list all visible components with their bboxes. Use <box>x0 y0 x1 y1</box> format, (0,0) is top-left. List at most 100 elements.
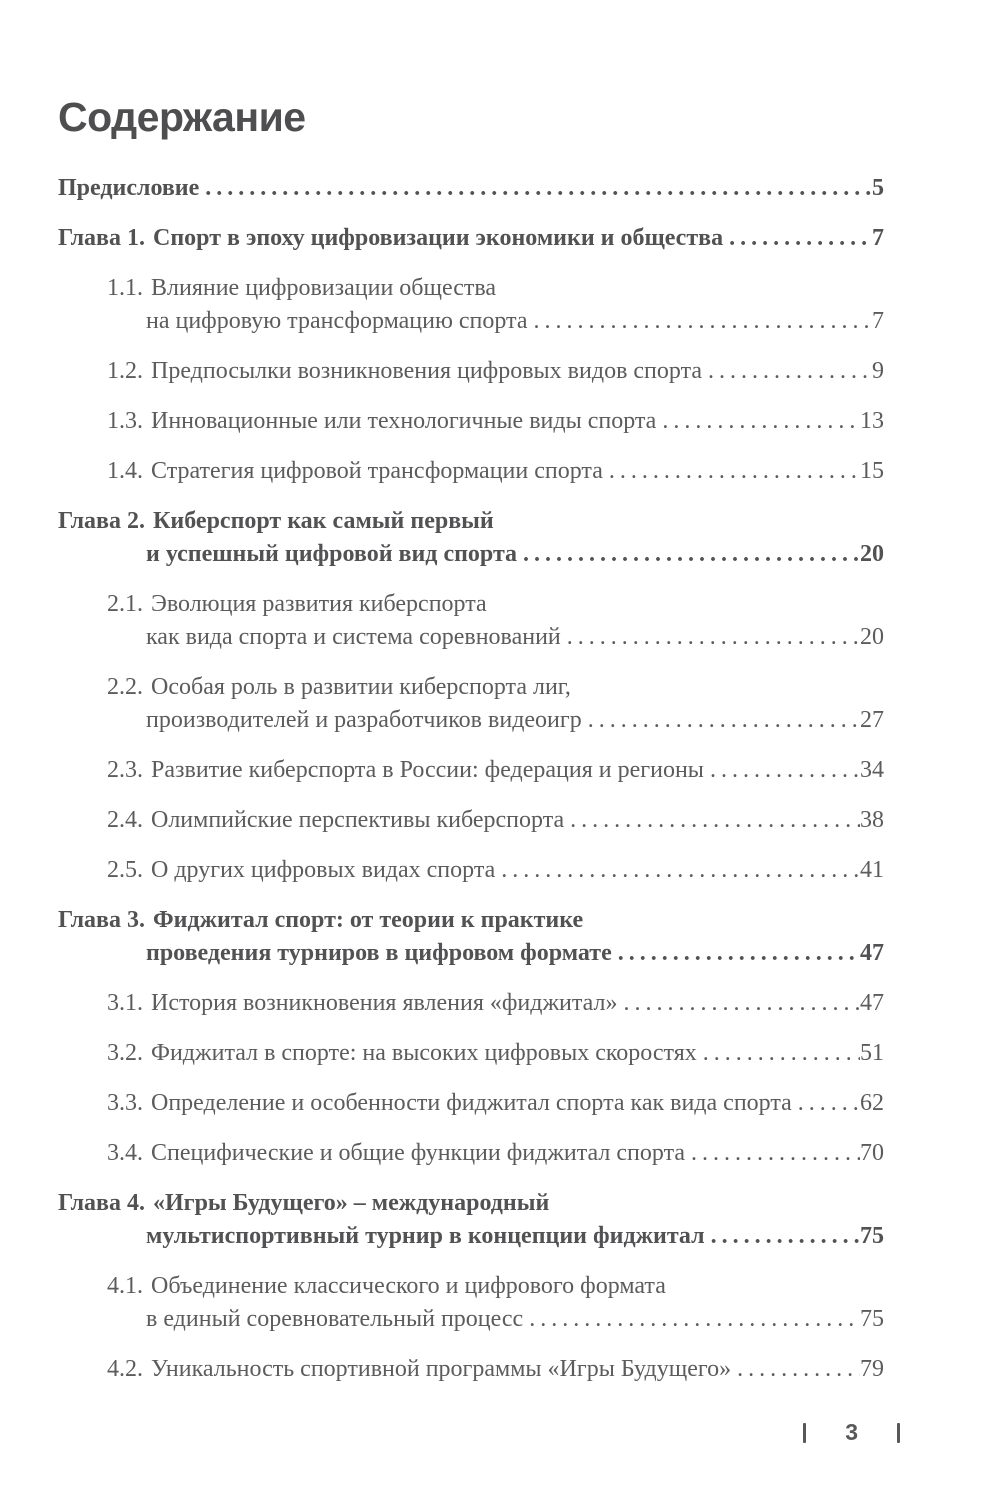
toc-entry-text: Стратегия цифровой трансформации спорта <box>151 458 603 484</box>
dot-leader: ........................................… <box>737 1356 860 1382</box>
toc-entry-number: 3.2. <box>107 1040 143 1066</box>
toc-entry-text: как вида спорта и система соревнований <box>146 624 561 650</box>
toc-entry-text: проведения турниров в цифровом формате <box>146 940 612 966</box>
toc-entry-page: 20 <box>860 541 884 567</box>
toc-entry-page: 75 <box>860 1306 884 1332</box>
toc-entry-text: О других цифровых видах спорта <box>151 857 496 883</box>
toc-entry-number: 2.1. <box>107 591 143 617</box>
toc-entry-line: мультиспортивный турнир в концепции фидж… <box>58 1220 884 1253</box>
toc-entry-page: 75 <box>860 1223 884 1249</box>
dot-leader: ........................................… <box>708 358 872 384</box>
toc-entry: 1.2. Предпосылки возникновения цифровых в… <box>58 355 884 388</box>
toc-content: Содержание Предисловие..................… <box>58 94 884 1403</box>
footer-right-bar <box>897 1422 900 1443</box>
dot-leader: ........................................… <box>729 225 872 251</box>
toc-entry-text: мультиспортивный турнир в концепции фидж… <box>146 1223 705 1249</box>
toc-entry-page: 20 <box>860 624 884 650</box>
dot-leader: ........................................… <box>623 990 860 1016</box>
toc-entry-line: 3.1. История возникновения явления «фиджи… <box>58 987 884 1020</box>
toc-entry-text: на цифровую трансформацию спорта <box>146 308 528 334</box>
toc-entry-page: 34 <box>860 757 884 783</box>
toc-entry-number: Глава 2. <box>58 508 145 534</box>
toc-entry-page: 51 <box>860 1040 884 1066</box>
toc-entry-text: производителей и разработчиков видеоигр <box>146 707 582 733</box>
toc-entry: Предисловие.............................… <box>58 172 884 205</box>
dot-leader: ........................................… <box>566 624 860 650</box>
toc-entry-number: 4.2. <box>107 1356 143 1382</box>
toc-entry: Глава 1. Спорт в эпоху цифровизации эконо… <box>58 222 884 255</box>
toc-entry: 4.1. Объединение классического и цифровог… <box>58 1270 884 1336</box>
toc-entry-text: Влияние цифровизации общества <box>151 275 497 301</box>
dot-leader: ........................................… <box>523 541 860 567</box>
toc-entry-line: на цифровую трансформацию спорта........… <box>58 305 884 338</box>
toc-entry-page: 27 <box>860 707 884 733</box>
toc-entry-text: Определение и особенности фиджитал спорт… <box>151 1090 792 1116</box>
dot-leader: ........................................… <box>533 308 873 334</box>
dot-leader: ........................................… <box>587 707 860 733</box>
toc-entry-line: 2.5. О других цифровых видах спорта......… <box>58 854 884 887</box>
toc-entry-text: Предпосылки возникновения цифровых видов… <box>151 358 703 384</box>
toc-entry-line: Глава 3. Фиджитал спорт: от теории к прак… <box>58 904 884 937</box>
toc-entry-page: 47 <box>860 940 884 966</box>
toc-entry-number: 1.4. <box>107 458 143 484</box>
toc-entry-number: 4.1. <box>107 1273 143 1299</box>
page-title: Содержание <box>58 94 306 140</box>
toc-entry: 2.4. Олимпийские перспективы киберспорта.… <box>58 804 884 837</box>
toc-entry-page: 47 <box>860 990 884 1016</box>
toc-entry-line: проведения турниров в цифровом формате..… <box>58 937 884 970</box>
toc-entry-page: 15 <box>860 458 884 484</box>
page-number: 3 <box>845 1419 858 1445</box>
toc-entry: 3.1. История возникновения явления «фиджи… <box>58 987 884 1020</box>
toc-entry: 3.3. Определение и особенности фиджитал с… <box>58 1087 884 1120</box>
toc-entry-page: 7 <box>872 308 884 334</box>
toc-entry-text: Киберспорт как самый первый <box>153 508 494 534</box>
dot-leader: ........................................… <box>797 1090 860 1116</box>
toc-entry: 2.5. О других цифровых видах спорта......… <box>58 854 884 887</box>
footer-left-bar <box>803 1422 807 1443</box>
toc-entry-text: Эволюция развития киберспорта <box>151 591 487 617</box>
dot-leader: ........................................… <box>529 1306 860 1332</box>
toc-entry-number: Глава 1. <box>58 225 145 251</box>
toc-entry-text: Специфические и общие функции фиджитал с… <box>151 1140 685 1166</box>
toc-entry-number: 2.4. <box>107 807 143 833</box>
toc-entry-line: Глава 4. «Игры Будущего» – международный <box>58 1187 884 1220</box>
toc-entry-number: 1.2. <box>107 358 143 384</box>
toc-entry-line: 1.1. Влияние цифровизации общества <box>58 272 884 305</box>
dot-leader: ........................................… <box>691 1140 860 1166</box>
toc-entry-text: Уникальность спортивной программы «Игры … <box>151 1356 732 1382</box>
toc-entry-text: и успешный цифровой вид спорта <box>146 541 518 567</box>
dot-leader: ........................................… <box>501 857 860 883</box>
toc-entry-line: Предисловие.............................… <box>58 172 884 205</box>
toc-entry-text: Предисловие <box>58 175 200 201</box>
toc-entry: 2.3. Развитие киберспорта в России: федер… <box>58 754 884 787</box>
toc-entry-text: Спорт в эпоху цифровизации экономики и о… <box>153 225 724 251</box>
toc-entry-line: 4.1. Объединение классического и цифровог… <box>58 1270 884 1303</box>
toc-entry: 1.3. Инновационные или технологичные виды… <box>58 405 884 438</box>
toc-entry-line: 1.2. Предпосылки возникновения цифровых в… <box>58 355 884 388</box>
toc-entry-line: Глава 1. Спорт в эпоху цифровизации эконо… <box>58 222 884 255</box>
dot-leader: ........................................… <box>608 458 860 484</box>
toc-entry-text: История возникновения явления «фиджитал» <box>151 990 618 1016</box>
toc-entry-number: 1.3. <box>107 408 143 434</box>
dot-leader: ........................................… <box>205 175 872 201</box>
toc-entry-number: 3.3. <box>107 1090 143 1116</box>
toc-entry: 1.4. Стратегия цифровой трансформации спо… <box>58 455 884 488</box>
toc-entry-line: 3.3. Определение и особенности фиджитал с… <box>58 1087 884 1120</box>
toc-entry: Глава 4. «Игры Будущего» – международный м… <box>58 1187 884 1253</box>
toc-entry-page: 7 <box>872 225 884 251</box>
toc-entry-page: 70 <box>860 1140 884 1166</box>
toc-entry-number: Глава 4. <box>58 1190 145 1216</box>
dot-leader: ........................................… <box>662 408 860 434</box>
toc-entry: Глава 2. Киберспорт как самый первый и усп… <box>58 505 884 571</box>
toc-entry: 3.2. Фиджитал в спорте: на высоких цифров… <box>58 1037 884 1070</box>
toc-entry-page: 41 <box>860 857 884 883</box>
toc-entry-page: 9 <box>872 358 884 384</box>
toc-entry-number: Глава 3. <box>58 907 145 933</box>
toc-entry: 1.1. Влияние цифровизации общества на цифр… <box>58 272 884 338</box>
toc-entry-page: 5 <box>872 175 884 201</box>
toc-entry-line: 1.3. Инновационные или технологичные виды… <box>58 405 884 438</box>
dot-leader: ........................................… <box>702 1040 860 1066</box>
toc-entry-line: в единый соревновательный процесс.......… <box>58 1303 884 1336</box>
toc-entry: Глава 3. Фиджитал спорт: от теории к прак… <box>58 904 884 970</box>
